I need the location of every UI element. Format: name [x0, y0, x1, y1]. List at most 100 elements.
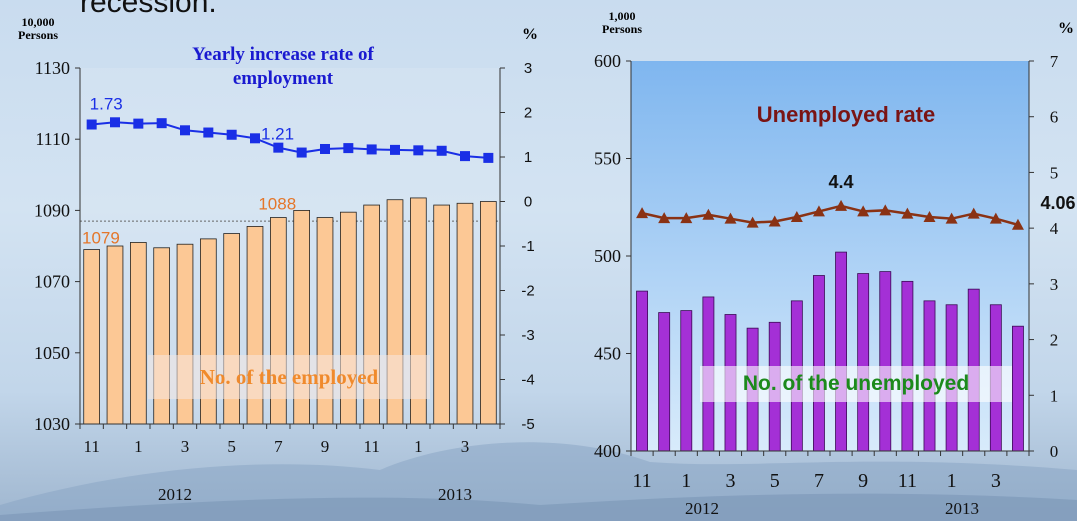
unemployed-rate-marker: [658, 212, 671, 224]
x-tick-label: 3: [181, 437, 190, 456]
unemployed-rate-line: [641, 204, 1019, 227]
right-tick-label: 0: [524, 194, 532, 211]
x-tick-label: 5: [227, 437, 236, 456]
employment-rate-marker: [390, 144, 400, 155]
right-tick-label: 3: [524, 60, 532, 77]
x-tick-label: 7: [274, 437, 283, 456]
annotation-label: 4.06: [1040, 193, 1075, 213]
year-label: 2012: [685, 499, 719, 518]
unemployed-rate-marker: [636, 207, 649, 219]
x-tick-label: 9: [321, 437, 330, 456]
left-tick-label: 600: [594, 51, 621, 71]
unemployed-bar: [879, 271, 892, 452]
unemployed-rate-marker: [724, 212, 737, 224]
line-title: Yearly increase rate of employment: [192, 44, 374, 89]
year-label: 2013: [945, 499, 979, 518]
employment-rate-marker: [296, 147, 307, 158]
employed-caption: No. of the employed: [148, 355, 430, 399]
employment-rate-marker: [156, 118, 167, 129]
x-tick-label: 11: [83, 437, 99, 456]
unemployed-rate-marker: [879, 204, 892, 216]
right-tick-label: 4: [1050, 219, 1059, 238]
right-tick-label: 7: [1050, 52, 1059, 71]
unemployed-bar: [835, 251, 847, 452]
unemployed-rate-marker: [967, 207, 980, 219]
unemployed-bar: [857, 273, 870, 452]
x-tick-label: 5: [770, 470, 780, 492]
unemployed-rate-marker: [857, 205, 870, 217]
x-tick-label: 1: [134, 437, 143, 456]
left-axis-unit: 10,000 Persons: [18, 15, 58, 42]
unemployed-rate-marker: [768, 215, 781, 227]
right-tick-label: 2: [1050, 331, 1059, 350]
right-tick-label: 6: [1050, 108, 1059, 127]
unemployed-bar: [1012, 325, 1024, 452]
x-tick-label: 3: [991, 470, 1001, 492]
employment-rate-marker: [203, 127, 214, 138]
left-tick-label: 450: [594, 344, 621, 364]
x-tick-label: 11: [363, 437, 379, 456]
unemployed-rate-marker: [989, 212, 1002, 224]
right-tick-label: 1: [524, 149, 532, 166]
unemployed-rate-marker: [746, 216, 759, 228]
left-tick-label: 1130: [35, 58, 70, 78]
unemployed-bar: [813, 275, 825, 452]
left-tick-label: 1050: [34, 343, 70, 363]
employment-rate-marker: [110, 117, 120, 128]
right-tick-label: -2: [521, 283, 534, 300]
unemployed-bar: [680, 310, 693, 452]
right-tick-label: 5: [1050, 163, 1059, 182]
left-tick-label: 550: [594, 149, 621, 169]
right-tick-label: -3: [521, 327, 534, 344]
annotation-label: 1.73: [90, 95, 123, 114]
right-tick-label: -1: [521, 238, 534, 255]
year-label: 2013: [438, 485, 472, 504]
unemployed-rate-marker: [680, 212, 693, 224]
employment-rate-marker: [460, 151, 470, 162]
unemployed-rate-marker: [901, 207, 914, 219]
annotation-label: 1079: [82, 229, 120, 248]
left-tick-label: 400: [594, 441, 621, 461]
x-tick-label: 11: [632, 470, 651, 492]
x-tick-label: 1: [414, 437, 423, 456]
right-tick-label: 1: [1050, 386, 1059, 405]
unemployed-rate-marker: [1011, 218, 1024, 230]
unemployed-rate-marker: [702, 208, 715, 220]
unemployed-rate-marker: [812, 205, 825, 217]
left-tick-label: 1030: [34, 414, 70, 434]
employment-rate-marker: [366, 144, 377, 155]
year-label: 2012: [158, 485, 192, 504]
unemployed-rate-marker: [835, 199, 848, 211]
right-axis-unit: %: [522, 26, 538, 43]
x-tick-label: 1: [947, 470, 957, 492]
left-tick-label: 1110: [35, 129, 70, 149]
employment-rate-marker: [273, 142, 284, 153]
right-tick-label: 2: [524, 105, 532, 122]
employment-rate-marker: [226, 129, 237, 140]
employment-rate-marker: [250, 133, 260, 144]
unemployed-bar: [658, 312, 671, 452]
line-title: Unemployed rate: [757, 102, 936, 127]
annotation-label: 1088: [258, 195, 296, 214]
x-tick-label: 7: [814, 470, 824, 492]
right-tick-label: -4: [521, 372, 534, 389]
left-tick-label: 1090: [34, 200, 70, 220]
right-tick-label: -5: [521, 416, 534, 433]
unemployed-bar: [636, 290, 648, 452]
left-tick-label: 1070: [34, 272, 70, 292]
x-tick-label: 1: [681, 470, 691, 492]
unemployed-rate-marker: [945, 212, 958, 224]
x-tick-label: 3: [461, 437, 470, 456]
employment-rate-marker: [133, 118, 144, 129]
right-tick-label: 3: [1050, 275, 1059, 294]
annotation-label: 4.4: [829, 172, 854, 192]
employment-rate-marker: [86, 119, 97, 130]
left-tick-label: 500: [594, 246, 621, 266]
unemployed-rate-marker: [790, 211, 803, 222]
slide-title: recession.: [80, 0, 217, 19]
employment-rate-marker: [343, 143, 354, 154]
x-tick-label: 9: [858, 470, 868, 492]
left-axis-unit-right-chart: 1,000 Persons: [602, 9, 642, 36]
